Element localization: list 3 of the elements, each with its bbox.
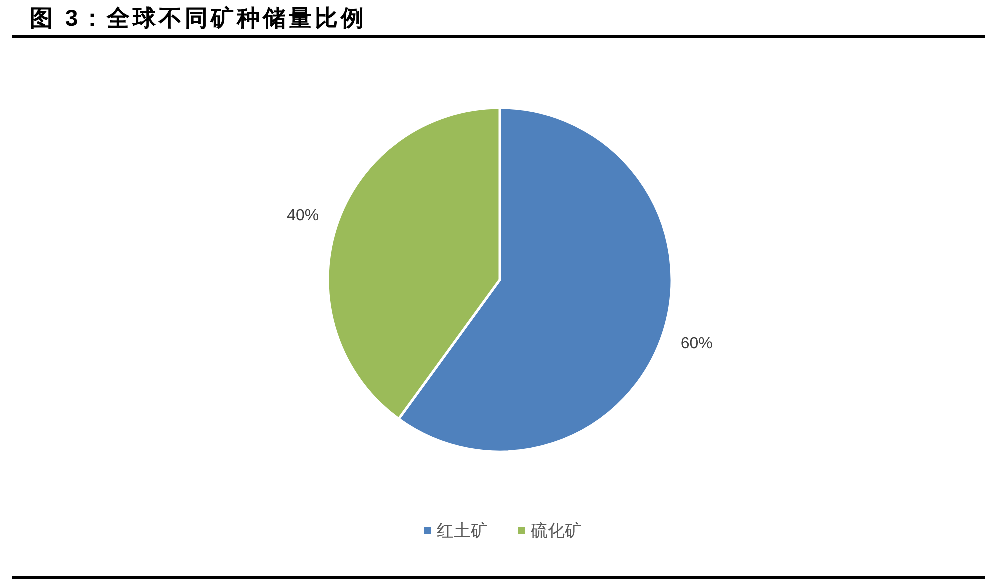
legend-label: 红土矿 [437,522,488,540]
legend-label: 硫化矿 [531,522,582,540]
title: 图 3：全球不同矿种储量比例 [30,5,368,31]
